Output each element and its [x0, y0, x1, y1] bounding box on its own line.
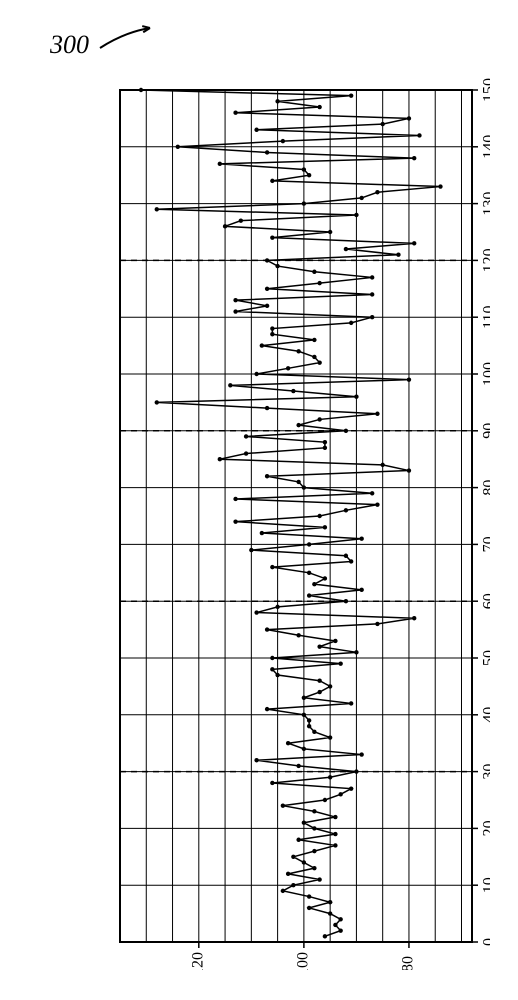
- svg-text:120: 120: [189, 952, 206, 970]
- svg-text:80: 80: [481, 480, 490, 496]
- svg-text:40: 40: [481, 707, 490, 723]
- svg-text:0: 0: [481, 938, 490, 946]
- timeseries-chart: 0 10 20 30 40 50 60 70 80 90 100 110 120 130 140 150 80 1…: [40, 70, 490, 970]
- svg-text:100: 100: [481, 362, 490, 386]
- svg-text:70: 70: [481, 536, 490, 552]
- svg-text:30: 30: [481, 764, 490, 780]
- svg-text:10: 10: [481, 877, 490, 893]
- svg-text:120: 120: [481, 248, 490, 272]
- svg-text:20: 20: [481, 820, 490, 836]
- svg-text:150: 150: [481, 78, 490, 102]
- figure-arrow: [90, 18, 160, 58]
- svg-text:110: 110: [481, 305, 490, 328]
- svg-text:140: 140: [481, 135, 490, 159]
- svg-text:130: 130: [481, 192, 490, 216]
- svg-text:50: 50: [481, 650, 490, 666]
- figure-label: 300: [50, 30, 89, 60]
- svg-text:60: 60: [481, 593, 490, 609]
- svg-text:90: 90: [481, 423, 490, 439]
- svg-text:80: 80: [400, 956, 417, 970]
- svg-text:100: 100: [295, 952, 312, 970]
